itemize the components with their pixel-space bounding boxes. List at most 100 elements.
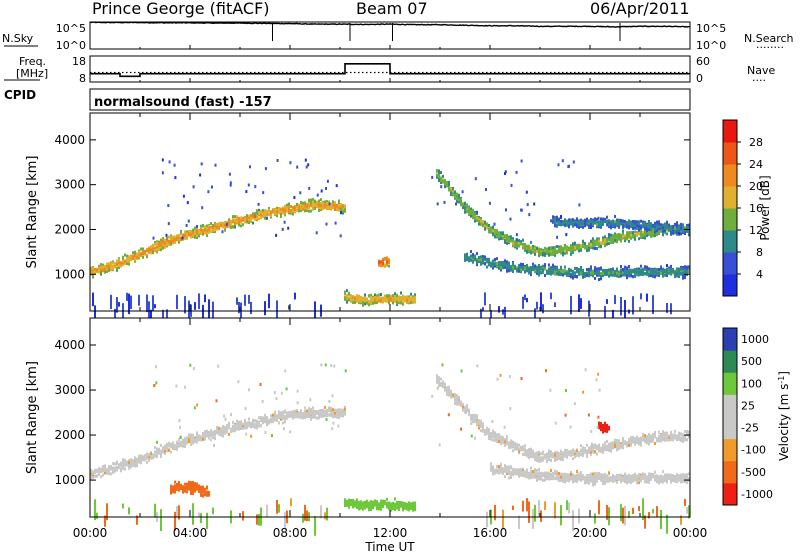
power-point bbox=[554, 269, 556, 273]
velocity-point bbox=[214, 437, 216, 440]
velocity-point bbox=[308, 407, 310, 411]
velocity-point bbox=[328, 409, 330, 413]
velocity-point bbox=[172, 441, 174, 445]
power-point bbox=[470, 254, 472, 258]
power-point bbox=[300, 207, 302, 210]
velocity-point bbox=[274, 416, 276, 420]
power-point bbox=[546, 271, 548, 275]
power-point bbox=[124, 259, 126, 263]
power-point bbox=[564, 269, 566, 273]
power-point bbox=[612, 237, 614, 241]
power-point bbox=[270, 214, 272, 218]
velocity-point bbox=[132, 459, 134, 463]
velocity-point bbox=[206, 429, 208, 433]
power-point bbox=[496, 234, 498, 238]
power-point bbox=[580, 269, 582, 273]
power-point bbox=[454, 193, 456, 197]
power-point bbox=[510, 239, 512, 243]
power-point bbox=[530, 268, 532, 272]
power-point bbox=[594, 271, 596, 275]
power-point bbox=[364, 293, 366, 297]
velocity-point bbox=[112, 470, 114, 474]
power-point bbox=[666, 222, 668, 226]
power-point bbox=[334, 201, 336, 205]
power-point bbox=[684, 265, 686, 269]
power-point bbox=[250, 214, 252, 218]
power-point bbox=[684, 271, 686, 275]
velocity-point bbox=[272, 418, 274, 422]
power-point bbox=[308, 198, 310, 202]
velocity-point bbox=[124, 467, 126, 471]
power-point bbox=[384, 296, 386, 300]
power-point bbox=[392, 298, 394, 302]
power-point bbox=[512, 242, 514, 246]
power-point bbox=[626, 224, 628, 228]
power-point bbox=[500, 237, 502, 240]
power-point bbox=[578, 246, 580, 250]
velocity-point bbox=[190, 491, 192, 495]
power-point bbox=[356, 298, 358, 302]
power-point bbox=[102, 265, 104, 269]
power-point bbox=[206, 224, 208, 228]
power-point bbox=[280, 213, 282, 217]
power-sparse bbox=[440, 185, 443, 189]
velocity-point bbox=[318, 409, 320, 413]
power-point bbox=[232, 220, 234, 224]
power-point bbox=[484, 255, 486, 259]
power-point bbox=[560, 269, 562, 273]
power-point bbox=[642, 234, 644, 238]
power-point bbox=[452, 189, 454, 193]
power-point bbox=[544, 253, 546, 257]
power-point bbox=[672, 229, 674, 233]
power-sparse bbox=[296, 165, 299, 169]
power-point bbox=[610, 225, 612, 229]
power-point bbox=[374, 298, 376, 302]
power-point bbox=[586, 268, 588, 272]
power-point bbox=[606, 223, 608, 227]
velocity-point bbox=[332, 413, 334, 417]
power-point bbox=[556, 220, 558, 224]
power-point bbox=[674, 275, 676, 278]
power-point bbox=[602, 220, 604, 224]
power-point bbox=[634, 234, 636, 238]
velocity-point bbox=[308, 411, 310, 415]
power-point bbox=[346, 300, 348, 304]
power-point bbox=[312, 205, 314, 209]
power-point bbox=[676, 270, 678, 274]
velocity-point bbox=[118, 466, 120, 469]
power-point bbox=[668, 223, 670, 227]
power-point bbox=[482, 257, 484, 261]
power-point bbox=[628, 226, 630, 230]
power-point bbox=[192, 234, 194, 238]
power-point bbox=[570, 249, 572, 253]
power-point bbox=[458, 196, 460, 200]
power-point bbox=[510, 266, 512, 270]
velocity-point bbox=[98, 470, 100, 474]
power-point bbox=[682, 276, 684, 280]
power-point bbox=[620, 268, 622, 272]
power-ytick-label: 4000 bbox=[54, 133, 85, 147]
power-point bbox=[626, 274, 628, 278]
power-point bbox=[566, 273, 568, 277]
velocity-point bbox=[146, 452, 148, 456]
power-sparse bbox=[287, 226, 290, 230]
cpid-program-label: normalsound (fast) -157 bbox=[94, 95, 272, 110]
power-point bbox=[622, 224, 624, 228]
power-point bbox=[290, 205, 292, 209]
velocity-point bbox=[338, 416, 340, 420]
velocity-point bbox=[130, 460, 132, 464]
power-point bbox=[582, 272, 584, 276]
power-point bbox=[678, 271, 680, 275]
power-point bbox=[526, 266, 528, 270]
power-sparse bbox=[200, 162, 203, 166]
power-point bbox=[466, 258, 468, 262]
power-point bbox=[172, 239, 174, 243]
power-point bbox=[310, 209, 312, 213]
power-point bbox=[550, 267, 552, 271]
power-point bbox=[492, 233, 494, 237]
velocity-point bbox=[272, 416, 274, 420]
power-point bbox=[568, 269, 570, 273]
power-point bbox=[670, 232, 672, 236]
power-point bbox=[182, 233, 184, 237]
velocity-point bbox=[170, 491, 172, 495]
